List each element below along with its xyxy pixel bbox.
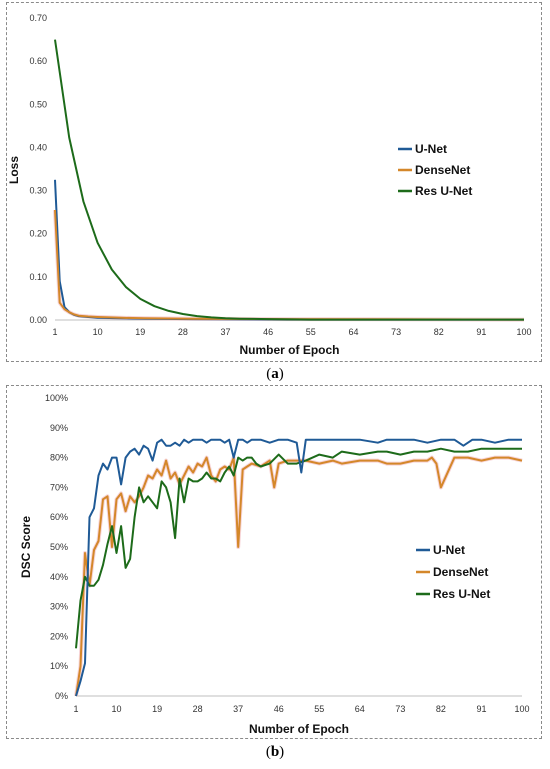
dsc-y-tick-label: 60% (50, 512, 68, 522)
loss-series-densenet (54, 209, 525, 321)
dsc-x-tick-label: 46 (274, 704, 284, 714)
loss-legend-label: Res U-Net (415, 184, 472, 198)
loss-x-tick-label: 91 (476, 327, 486, 337)
loss-x-tick-label: 82 (434, 327, 444, 337)
dsc-x-tick-label: 82 (436, 704, 446, 714)
dsc-y-axis-title: DSC Score (19, 516, 33, 578)
loss-y-tick-label: 0.00 (29, 315, 47, 325)
dsc-legend-label: DenseNet (433, 565, 488, 579)
loss-x-axis-title: Number of Epoch (239, 343, 339, 357)
caption-b: (b) (265, 744, 285, 760)
loss-x-tick-label: 64 (348, 327, 358, 337)
panel-b-frame (6, 385, 542, 739)
dsc-x-axis-title: Number of Epoch (249, 722, 349, 736)
loss-y-tick-label: 0.70 (29, 13, 47, 23)
loss-x-tick-label: 28 (178, 327, 188, 337)
loss-legend-label: DenseNet (415, 163, 470, 177)
loss-x-tick-label: 10 (93, 327, 103, 337)
dsc-y-tick-label: 90% (50, 423, 68, 433)
dsc-x-tick-label: 64 (355, 704, 365, 714)
loss-x-tick-label: 46 (263, 327, 273, 337)
loss-y-tick-label: 0.30 (29, 186, 47, 196)
loss-y-tick-label: 0.60 (29, 56, 47, 66)
dsc-x-tick-label: 100 (514, 704, 529, 714)
loss-y-axis-title: Loss (7, 156, 21, 184)
dsc-x-tick-label: 19 (152, 704, 162, 714)
dsc-series-u-net (75, 438, 522, 697)
dsc-legend-label: U-Net (433, 543, 465, 557)
dsc-legend-label: Res U-Net (433, 587, 490, 601)
dsc-y-tick-label: 40% (50, 572, 68, 582)
dsc-x-tick-label: 28 (193, 704, 203, 714)
dsc-y-tick-label: 0% (55, 691, 68, 701)
loss-x-tick-label: 37 (221, 327, 231, 337)
dsc-y-tick-label: 30% (50, 602, 68, 612)
dsc-x-tick-label: 1 (73, 704, 78, 714)
caption-a: (a) (266, 366, 284, 382)
loss-y-tick-label: 0.50 (29, 99, 47, 109)
dsc-x-tick-label: 37 (233, 704, 243, 714)
dsc-y-tick-label: 10% (50, 661, 68, 671)
loss-y-tick-label: 0.10 (29, 272, 47, 282)
loss-x-tick-label: 73 (391, 327, 401, 337)
loss-y-tick-label: 0.20 (29, 229, 47, 239)
loss-y-tick-label: 0.40 (29, 142, 47, 152)
dsc-x-tick-label: 91 (476, 704, 486, 714)
dsc-x-tick-label: 73 (395, 704, 405, 714)
panel-a-frame (6, 2, 542, 362)
dsc-x-tick-label: 55 (314, 704, 324, 714)
loss-x-tick-label: 1 (52, 327, 57, 337)
dsc-y-tick-label: 20% (50, 631, 68, 641)
loss-x-tick-label: 100 (516, 327, 531, 337)
caption-b-letter: b (270, 744, 280, 760)
dsc-x-tick-label: 10 (112, 704, 122, 714)
dsc-series-densenet (75, 456, 523, 697)
dsc-y-tick-label: 50% (50, 542, 68, 552)
loss-legend-label: U-Net (415, 142, 447, 156)
loss-x-tick-label: 19 (135, 327, 145, 337)
dsc-y-tick-label: 70% (50, 482, 68, 492)
dsc-y-tick-label: 100% (45, 393, 68, 403)
loss-series-res-u-net (54, 39, 524, 321)
dsc-series-res-u-net (75, 447, 522, 649)
loss-x-tick-label: 55 (306, 327, 316, 337)
dsc-y-tick-label: 80% (50, 453, 68, 463)
caption-a-letter: a (271, 366, 279, 382)
